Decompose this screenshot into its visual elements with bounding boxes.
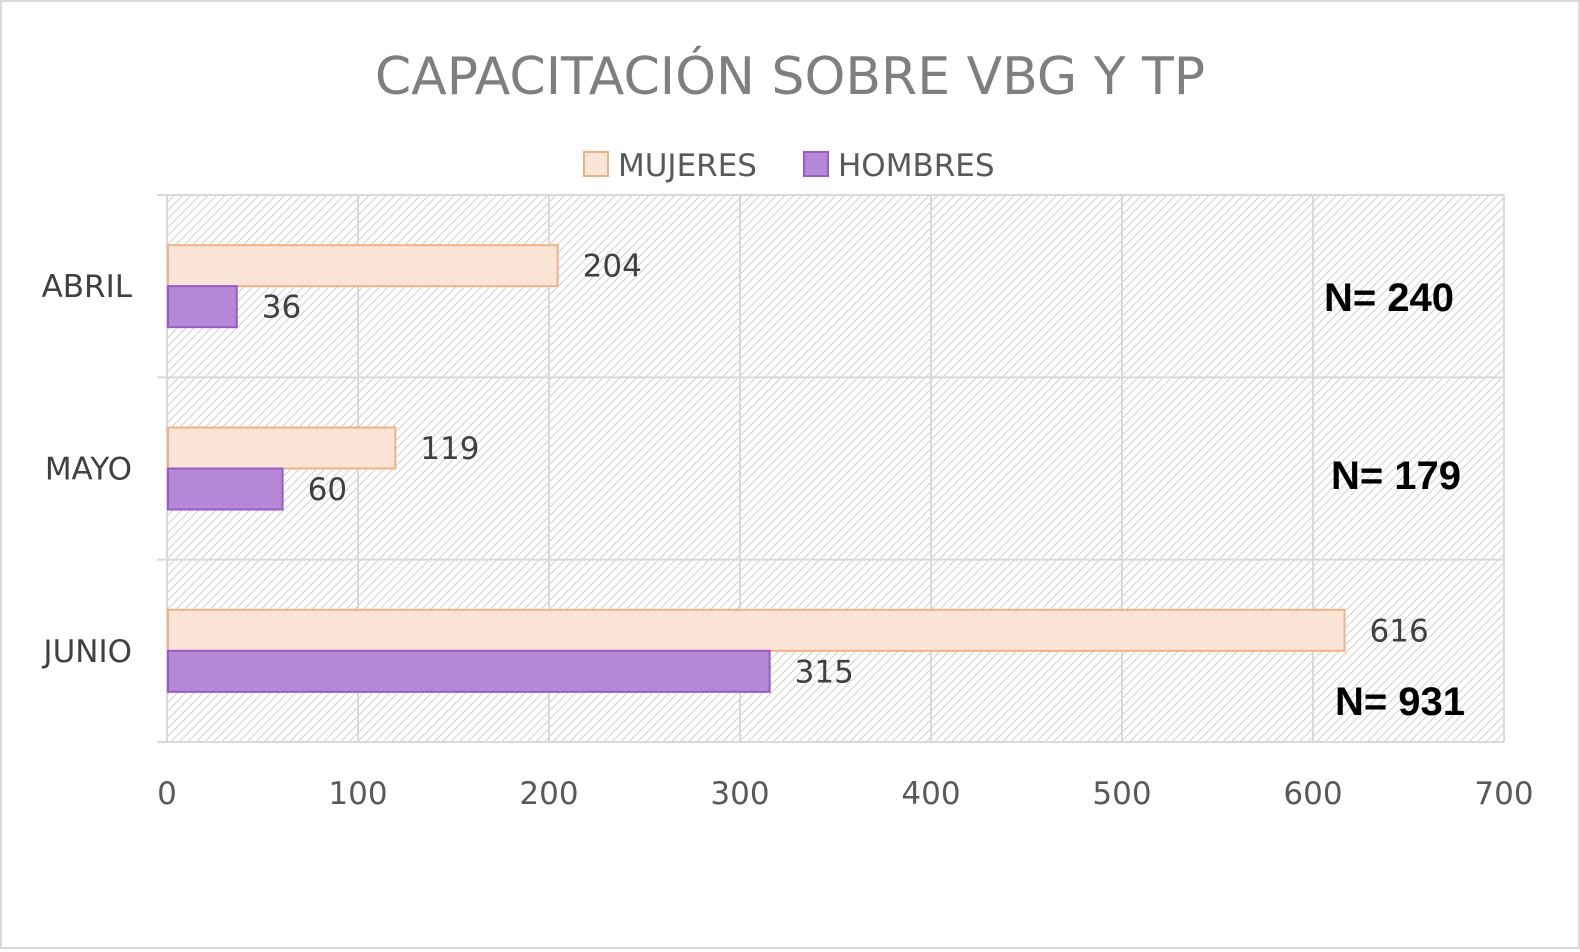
x-tick-label: 400	[901, 776, 960, 812]
x-tick-label: 0	[157, 776, 177, 812]
n-label-mayo: N= 179	[1331, 454, 1461, 498]
legend-label-mujeres: MUJERES	[618, 148, 757, 184]
bar-hombres-junio	[167, 649, 771, 693]
bar-mujeres-mayo	[167, 426, 397, 470]
n-label-junio: N= 931	[1335, 680, 1465, 724]
legend-swatch-mujeres	[583, 151, 609, 177]
data-label: 616	[1370, 613, 1429, 649]
data-label: 60	[308, 472, 347, 508]
bar-hombres-mayo	[167, 467, 284, 511]
x-tick-label: 300	[710, 776, 769, 812]
category-label: ABRIL	[42, 269, 133, 305]
x-axis-ticks: 0 100 200 300 400 500 600 700	[157, 776, 1533, 812]
category-label: MAYO	[45, 452, 132, 488]
data-labels: 204 36 119 60 616 315	[262, 249, 1429, 691]
n-label-abril: N= 240	[1324, 276, 1454, 320]
x-tick-label: 100	[328, 776, 387, 812]
legend: MUJERES HOMBRES	[583, 148, 995, 184]
chart-title: CAPACITACIÓN SOBRE VBG Y TP	[375, 45, 1205, 107]
x-tick-label: 700	[1474, 776, 1533, 812]
x-tick-label: 200	[519, 776, 578, 812]
category-separators	[157, 194, 1504, 743]
data-label: 36	[262, 290, 301, 326]
category-label: JUNIO	[41, 634, 132, 670]
data-label: 315	[795, 654, 854, 690]
x-tick-label: 500	[1092, 776, 1151, 812]
legend-label-hombres: HOMBRES	[838, 148, 995, 184]
bar-mujeres-abril	[167, 244, 559, 288]
data-label: 204	[583, 249, 642, 285]
bar-mujeres-junio	[167, 608, 1346, 652]
bar-hombres-abril	[167, 285, 238, 329]
x-tick-label: 600	[1283, 776, 1342, 812]
bars	[167, 244, 1346, 693]
y-axis-categories: ABRIL MAYO JUNIO	[41, 269, 132, 670]
legend-swatch-hombres	[803, 151, 829, 177]
data-label: 119	[420, 431, 479, 467]
